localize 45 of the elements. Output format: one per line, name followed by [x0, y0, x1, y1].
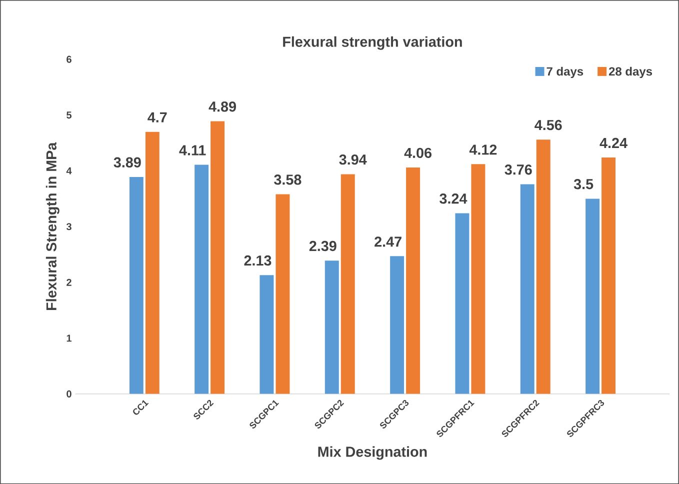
x-axis-title: Mix Designation	[318, 446, 427, 460]
chart-title: Flexural strength variation	[283, 36, 462, 50]
data-label: 4.7	[148, 112, 167, 122]
data-label: 4.06	[404, 148, 432, 158]
bar	[340, 174, 355, 394]
data-label: 4.11	[179, 145, 206, 156]
data-label: 3.58	[274, 174, 302, 185]
data-label: 3.94	[339, 154, 367, 165]
bar	[536, 140, 550, 394]
bar	[129, 176, 144, 394]
legend-label: 28 days	[608, 66, 652, 78]
x-tick-label: CC1	[133, 400, 149, 415]
bar	[520, 184, 534, 394]
bar	[260, 275, 274, 394]
y-tick-label: 5	[66, 112, 72, 118]
bar	[210, 121, 225, 394]
data-label: 2.13	[244, 255, 272, 266]
data-label: 3.76	[504, 164, 532, 175]
bar	[455, 213, 470, 394]
bar	[390, 256, 404, 394]
y-tick-label: 1	[66, 334, 72, 342]
data-label: 4.89	[208, 101, 236, 112]
bar	[586, 198, 600, 394]
data-label: 4.12	[469, 144, 497, 155]
y-tick-label: 2	[66, 278, 72, 286]
bar	[194, 164, 209, 394]
data-label: 4.24	[600, 138, 628, 148]
bar	[324, 260, 339, 394]
data-label: 4.56	[534, 120, 562, 130]
y-tick-label: 0	[66, 390, 72, 398]
y-tick-label: 3	[66, 222, 72, 230]
data-label: 2.39	[309, 240, 336, 252]
bar	[145, 132, 160, 394]
y-tick-label: 6	[66, 56, 72, 63]
data-label: 2.47	[374, 236, 402, 247]
bar	[602, 157, 616, 394]
data-label: 3.24	[440, 193, 468, 204]
bar	[406, 167, 420, 394]
bar	[471, 164, 486, 394]
data-label: 3.5	[574, 178, 594, 190]
y-tick-label: 4	[66, 167, 72, 174]
legend-label: 7 days	[546, 66, 584, 78]
bar	[276, 194, 290, 394]
y-axis-title: Flexural Strength in MPa	[46, 142, 60, 310]
data-label: 3.89	[114, 157, 141, 168]
